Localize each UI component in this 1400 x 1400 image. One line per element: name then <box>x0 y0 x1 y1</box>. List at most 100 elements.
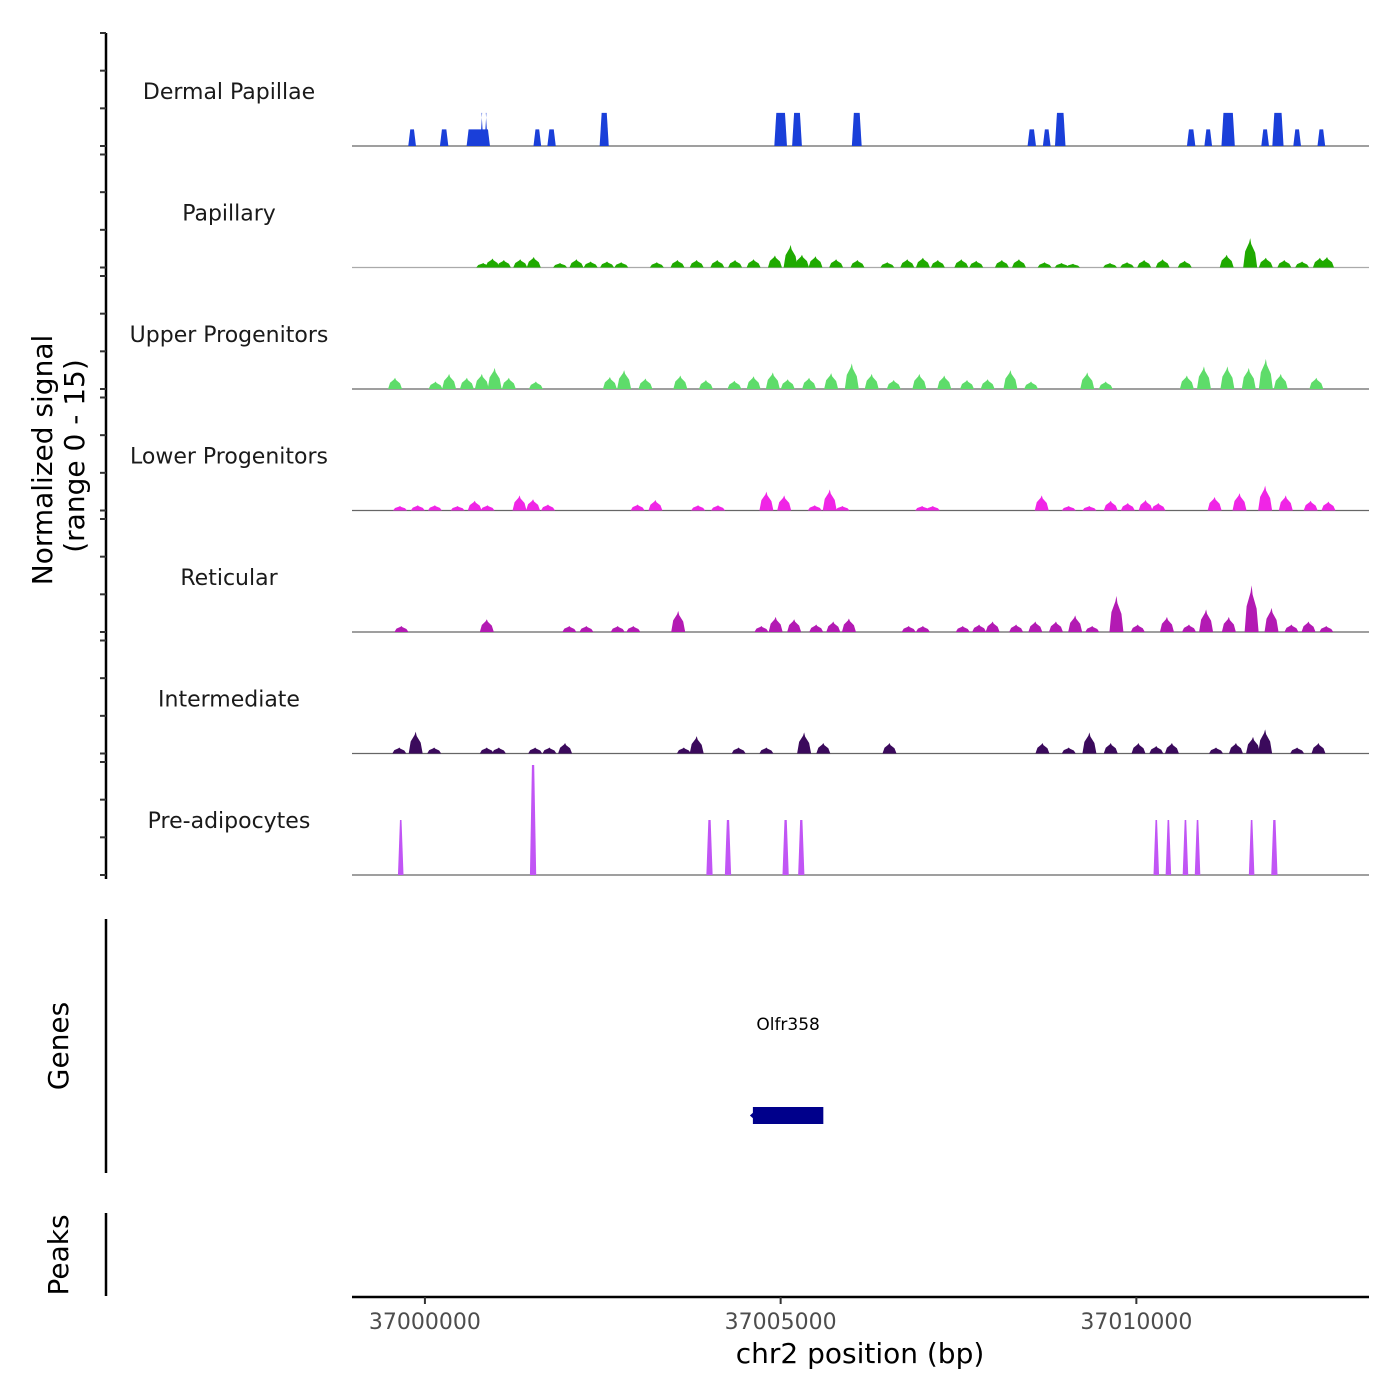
signal-peak <box>1103 262 1118 268</box>
signal-peak <box>691 505 706 511</box>
signal-peak <box>1295 261 1310 268</box>
signal-peak <box>912 373 927 389</box>
signal-peak <box>427 505 442 511</box>
signal-peak <box>1258 257 1273 268</box>
signal-peak <box>1293 129 1301 146</box>
signal-peak <box>1207 496 1222 511</box>
genes-track-title: Genes <box>42 1002 75 1090</box>
track-reticular: Reticular <box>180 566 1369 633</box>
signal-peak <box>439 129 449 146</box>
signal-peak <box>442 373 457 389</box>
signal-peak <box>1159 616 1174 632</box>
signal-peak <box>1186 129 1196 146</box>
signal-peak <box>1261 129 1269 146</box>
signal-peak <box>954 259 969 268</box>
signal-peak <box>886 379 901 389</box>
signal-peak <box>1221 112 1235 146</box>
track-pre-adipocytes: Pre-adipocytes <box>148 765 1369 876</box>
signal-peak <box>937 375 952 389</box>
signal-peak <box>689 736 704 754</box>
signal-peak <box>844 363 859 389</box>
signal-peak <box>1243 238 1258 268</box>
y-axis-title-line-2: (range 0 - 15) <box>58 359 91 553</box>
signal-peak <box>798 820 805 875</box>
signal-peak <box>768 616 783 632</box>
signal-peak <box>851 112 862 146</box>
signal-peak <box>602 376 617 389</box>
signal-peak <box>808 256 823 268</box>
signal-peak <box>728 259 743 268</box>
signal-peak <box>1319 625 1334 632</box>
signal-peak <box>1199 609 1214 632</box>
signal-peak <box>1061 747 1076 754</box>
strand-arrow-icon <box>749 1111 755 1120</box>
signal-peak <box>1098 381 1113 389</box>
signal-peak <box>698 379 713 389</box>
signal-peak <box>466 129 490 146</box>
signal-peak <box>882 742 897 754</box>
signal-peak <box>673 375 688 389</box>
signal-tracks: Dermal Papillae Papillary Upper Progenitor… <box>130 80 1369 876</box>
signal-peak <box>1290 747 1305 754</box>
signal-peak <box>1034 495 1049 511</box>
signal-peak <box>1278 495 1293 511</box>
signal-peak <box>600 261 615 268</box>
signal-peak <box>1241 367 1256 389</box>
signal-peak <box>1277 259 1292 268</box>
gene-body <box>752 1107 824 1124</box>
signal-peak <box>797 732 812 754</box>
signal-peak <box>394 625 409 632</box>
signal-peak <box>1232 493 1247 511</box>
signal-peak <box>1082 505 1097 511</box>
signal-peak <box>759 747 774 754</box>
signal-peak <box>558 742 573 754</box>
signal-peak <box>807 505 822 511</box>
signal-peak <box>1120 262 1135 268</box>
signal-peak <box>794 254 809 268</box>
signal-peak <box>480 112 484 146</box>
signal-peak <box>724 820 732 875</box>
signal-peak <box>487 367 502 389</box>
signal-peak <box>985 621 1000 632</box>
signal-peak <box>1027 129 1036 146</box>
signal-peak <box>809 624 824 632</box>
signal-peak <box>767 255 782 268</box>
signal-peak <box>1151 502 1166 511</box>
track-label: Lower Progenitors <box>130 445 328 470</box>
signal-peak <box>727 380 742 389</box>
signal-peak <box>1003 370 1018 389</box>
signal-peak <box>599 112 609 146</box>
signal-peak <box>1204 129 1213 146</box>
signal-peak <box>526 499 541 511</box>
signal-peak <box>541 504 556 511</box>
signal-peak <box>533 129 542 146</box>
signal-peak <box>915 625 930 632</box>
signal-peak <box>562 625 577 632</box>
signal-peak <box>1311 742 1326 754</box>
signal-peak <box>649 262 664 268</box>
peaks-track-title: Peaks <box>42 1214 75 1295</box>
signal-peak <box>1219 254 1234 268</box>
signal-peak <box>569 259 584 268</box>
signal-peak <box>1258 485 1273 511</box>
signal-peak <box>1155 259 1170 268</box>
signal-peak <box>759 491 774 511</box>
signal-peak <box>393 505 408 511</box>
signal-peak <box>994 259 1009 268</box>
signal-peak <box>1153 820 1160 875</box>
signal-peak <box>397 820 404 875</box>
signal-peak <box>676 747 691 754</box>
track-label: Upper Progenitors <box>130 323 329 348</box>
signal-peak <box>526 256 541 268</box>
signal-peak <box>746 259 761 268</box>
signal-peak <box>783 244 798 268</box>
signal-peak <box>671 610 686 632</box>
track-label: Reticular <box>180 566 278 591</box>
signal-peak <box>1066 263 1081 268</box>
track-intermediate: Intermediate <box>158 688 1369 755</box>
signal-peak <box>1179 375 1194 389</box>
signal-peak <box>835 505 850 511</box>
track-lower-progenitors: Lower Progenitors <box>130 445 1369 512</box>
signal-peak <box>1196 366 1211 389</box>
